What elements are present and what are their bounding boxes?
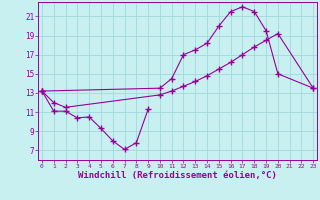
X-axis label: Windchill (Refroidissement éolien,°C): Windchill (Refroidissement éolien,°C)	[78, 171, 277, 180]
